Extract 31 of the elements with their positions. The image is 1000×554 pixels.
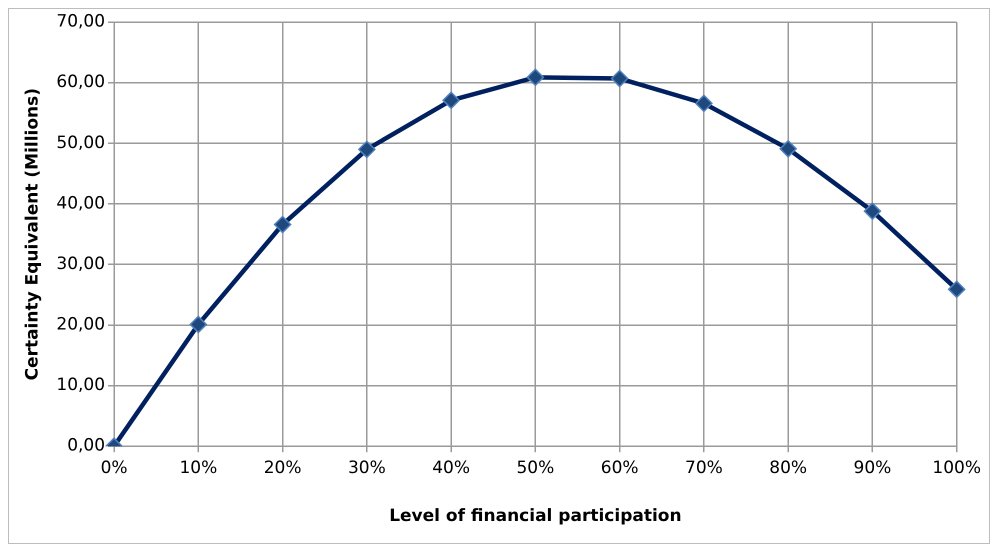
x-tick-label: 30% xyxy=(348,458,386,478)
y-tick-label: 50,00 xyxy=(56,132,106,153)
point xyxy=(526,68,544,86)
x-tick-label: 60% xyxy=(600,458,639,478)
point xyxy=(274,216,292,234)
x-tick-label: 0% xyxy=(100,458,128,478)
point xyxy=(948,280,966,298)
x-tick-label: 80% xyxy=(769,458,808,478)
y-axis-title: Certainty Equivalent (Millions) xyxy=(22,88,43,380)
point xyxy=(190,316,208,334)
x-tick-label: 50% xyxy=(516,458,554,478)
point xyxy=(358,140,376,158)
point xyxy=(695,94,713,112)
x-tick-label: 10% xyxy=(179,458,218,478)
y-tick-label: 0,00 xyxy=(67,436,106,456)
y-tick-label: 40,00 xyxy=(56,193,106,214)
x-axis-title: Level of financial participation xyxy=(389,506,682,526)
x-tick-label: 70% xyxy=(685,458,723,478)
point xyxy=(610,70,628,88)
point xyxy=(864,202,882,220)
y-tick-label: 20,00 xyxy=(56,314,106,334)
x-tick-label: 40% xyxy=(432,458,470,478)
y-tick-label: 60,00 xyxy=(56,72,106,92)
x-tick-label: 100% xyxy=(932,458,982,478)
x-tick-label: 90% xyxy=(854,458,892,478)
x-tick-label: 20% xyxy=(264,458,302,478)
y-tick-label: 30,00 xyxy=(56,254,106,274)
y-tick-label: 70,00 xyxy=(56,12,106,32)
point xyxy=(779,140,797,158)
point xyxy=(442,92,460,110)
y-tick-label: 10,00 xyxy=(56,375,106,396)
